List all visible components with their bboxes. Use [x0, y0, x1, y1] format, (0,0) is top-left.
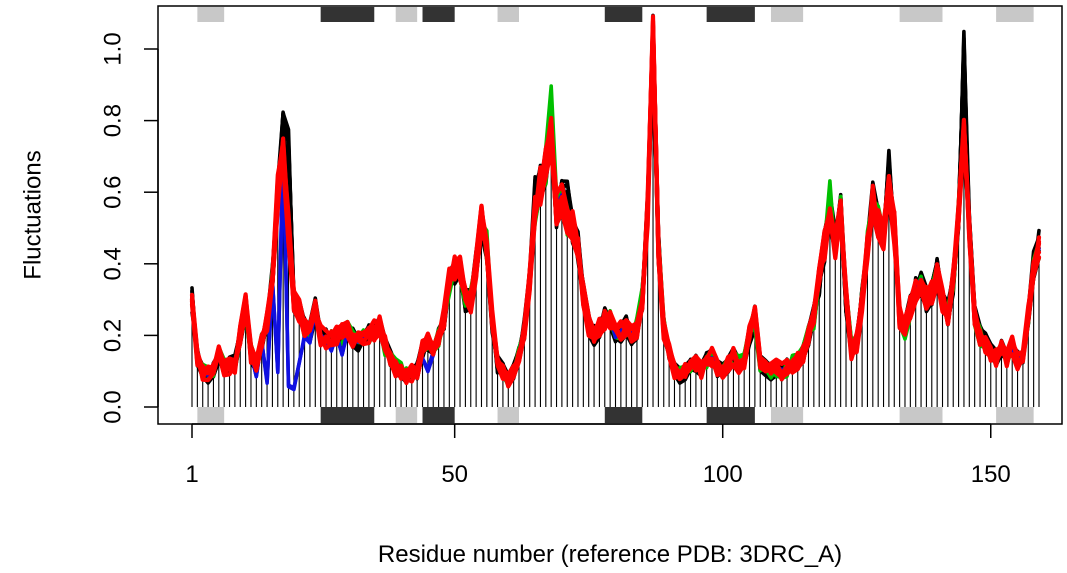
- x-tick-label: 150: [971, 461, 1011, 488]
- fluctuation-series-layer: [189, 13, 1042, 392]
- sheet-block-top: [197, 7, 225, 22]
- x-tick-label: 50: [441, 461, 468, 488]
- y-axis: 0.0 0.2 0.4 0.6 0.8 1.0: [99, 32, 159, 424]
- helix-block-top: [320, 7, 375, 22]
- sheet-block-top: [497, 7, 520, 22]
- y-tick-label: 0.2: [99, 319, 126, 352]
- sheet-block-bottom: [899, 407, 943, 423]
- y-tick-label: 0.4: [99, 247, 126, 280]
- sheet-block-bottom: [770, 407, 804, 423]
- sheet-block-bottom: [197, 407, 225, 423]
- y-tick-label: 0.6: [99, 176, 126, 209]
- sheet-block-top: [770, 7, 804, 22]
- y-axis-label: Fluctuations: [19, 150, 46, 279]
- sheet-block-bottom: [395, 407, 418, 423]
- sheet-block-bottom: [497, 407, 520, 423]
- helix-block-bottom: [320, 407, 375, 423]
- helix-block-top: [422, 7, 455, 22]
- sheet-block-top: [395, 7, 418, 22]
- y-tick-label: 1.0: [99, 32, 126, 65]
- helix-block-bottom: [422, 407, 455, 423]
- red-series-line: [189, 35, 1042, 381]
- sheet-block-top: [899, 7, 943, 22]
- y-tick-label: 0.0: [99, 390, 126, 423]
- x-axis: 1 50 100 150: [185, 423, 1011, 488]
- sheet-block-bottom: [996, 407, 1034, 423]
- x-tick-label: 1: [185, 461, 198, 488]
- helix-block-top: [604, 7, 643, 22]
- x-axis-label: Residue number (reference PDB: 3DRC_A): [378, 541, 842, 568]
- sse-annotation-layer: [197, 7, 1034, 423]
- x-tick-label: 100: [703, 461, 743, 488]
- helix-block-bottom: [706, 407, 755, 423]
- sheet-block-top: [996, 7, 1034, 22]
- helix-block-bottom: [604, 407, 643, 423]
- helix-block-top: [706, 7, 755, 22]
- y-tick-label: 0.8: [99, 104, 126, 137]
- reference-bars: [191, 31, 1040, 407]
